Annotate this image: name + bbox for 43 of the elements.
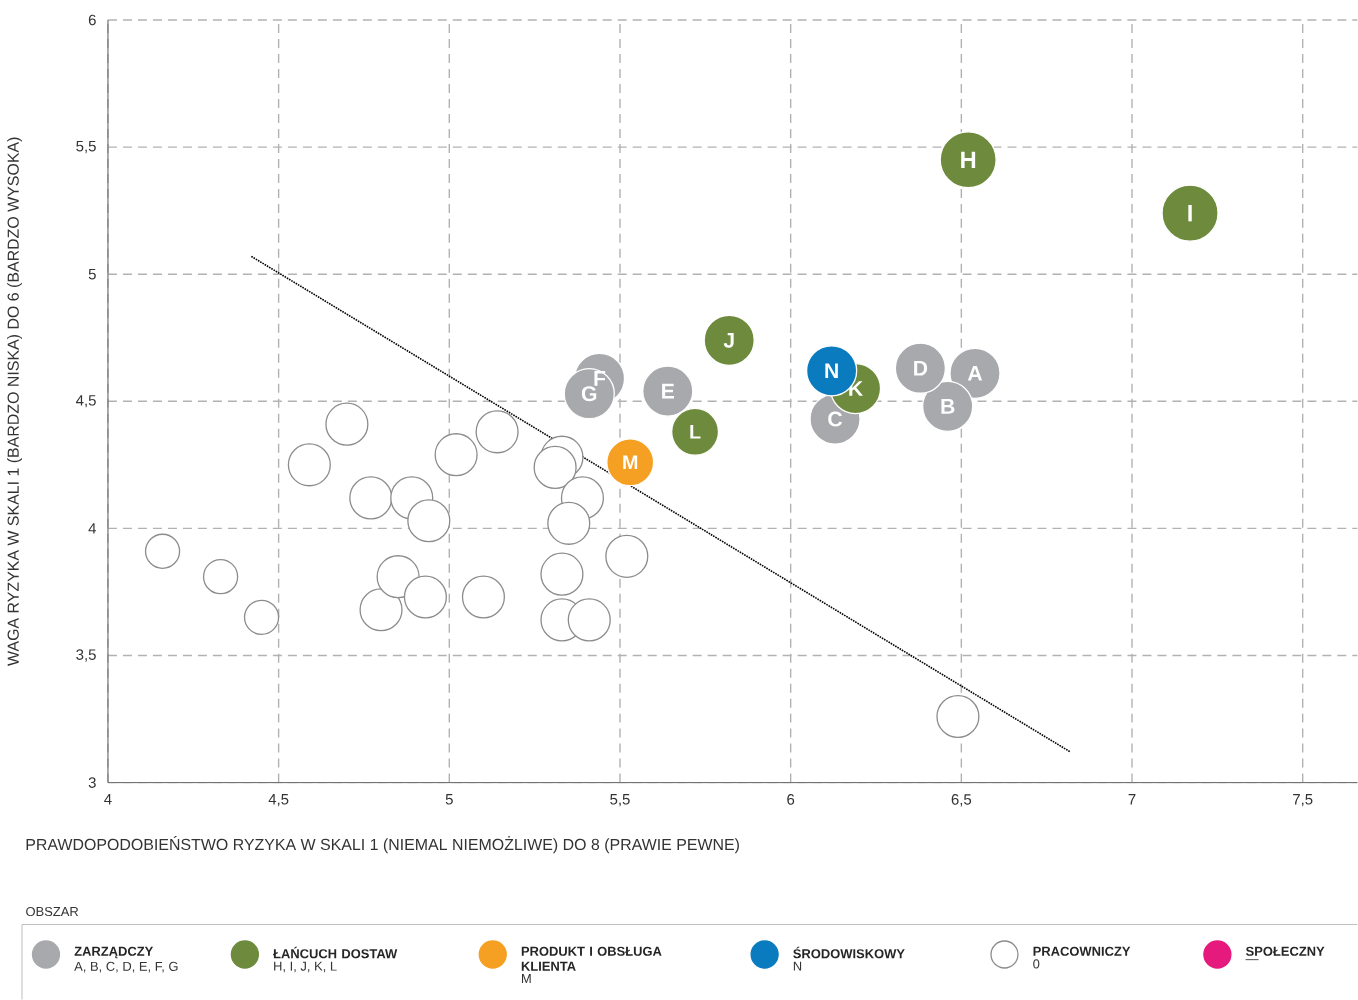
y-tick-label: 5 [88,268,96,280]
y-tick-label: 4 [88,523,96,534]
data-label: B [941,399,955,414]
data-label: L [690,424,701,439]
text: — [1245,959,1259,961]
data-label: J [723,332,734,348]
text: N [793,961,802,971]
legend-label: PRACOWNICZY [1033,946,1131,956]
y-tick-label: 6 [88,14,96,26]
data-label: M [623,455,638,470]
data-label: G [581,386,597,402]
x-tick-label: 7,5 [1293,794,1313,807]
y-tick-label: 4,5 [76,395,96,408]
data-label: E [662,383,675,399]
data-label: D [914,360,928,376]
x-tick-label: 7 [1128,794,1136,805]
x-tick-label: 5 [445,794,453,805]
x-tick-label: 4 [104,794,112,805]
y-tick-label: 3 [88,777,96,788]
data-label: F [594,371,606,386]
x-tick-label: 6,5 [951,794,972,807]
data-label: A [967,366,983,381]
legend-label: PRODUKT I OBSŁUGA KLIENTA [521,946,662,971]
data-label: C [828,411,843,427]
x-tick-label: 4,5 [268,794,289,807]
legend-label: ŁAŃCUCH DOSTAW [273,946,398,959]
data-label: I [1188,205,1192,222]
legend-label: SPOŁECZNY [1245,946,1325,956]
x-tick-label: 5,5 [610,794,630,807]
text: M [522,974,531,983]
data-label: N [825,363,838,379]
legend-title: OBSZAR [26,906,79,917]
text: H, I, J, K, L [274,961,337,973]
legend-label: ZARZĄDCZY [74,946,154,959]
data-label: H [961,151,976,168]
y-tick-label: 3,5 [76,649,96,662]
y-axis-title: WAGA RYZYKA W SKALI 1 (BARDZO NISKA) DO 6 (BARDZO WYSOKA) [7,137,22,666]
y-tick-label: 5,5 [76,140,96,154]
x-axis-title: PRAWDOPODOBIEŃSTWO RYZYKA W SKALI 1 (NIEMAL NIEMOŻLIWE) DO 8 (PRAWIE PEWNE) [26,836,739,854]
text: 0 [1033,959,1040,969]
x-tick-label: 6 [787,794,795,805]
text: A, B, C, D, E, F, G [74,961,178,973]
legend-label: ŚRODOWISKOWY [793,946,905,959]
